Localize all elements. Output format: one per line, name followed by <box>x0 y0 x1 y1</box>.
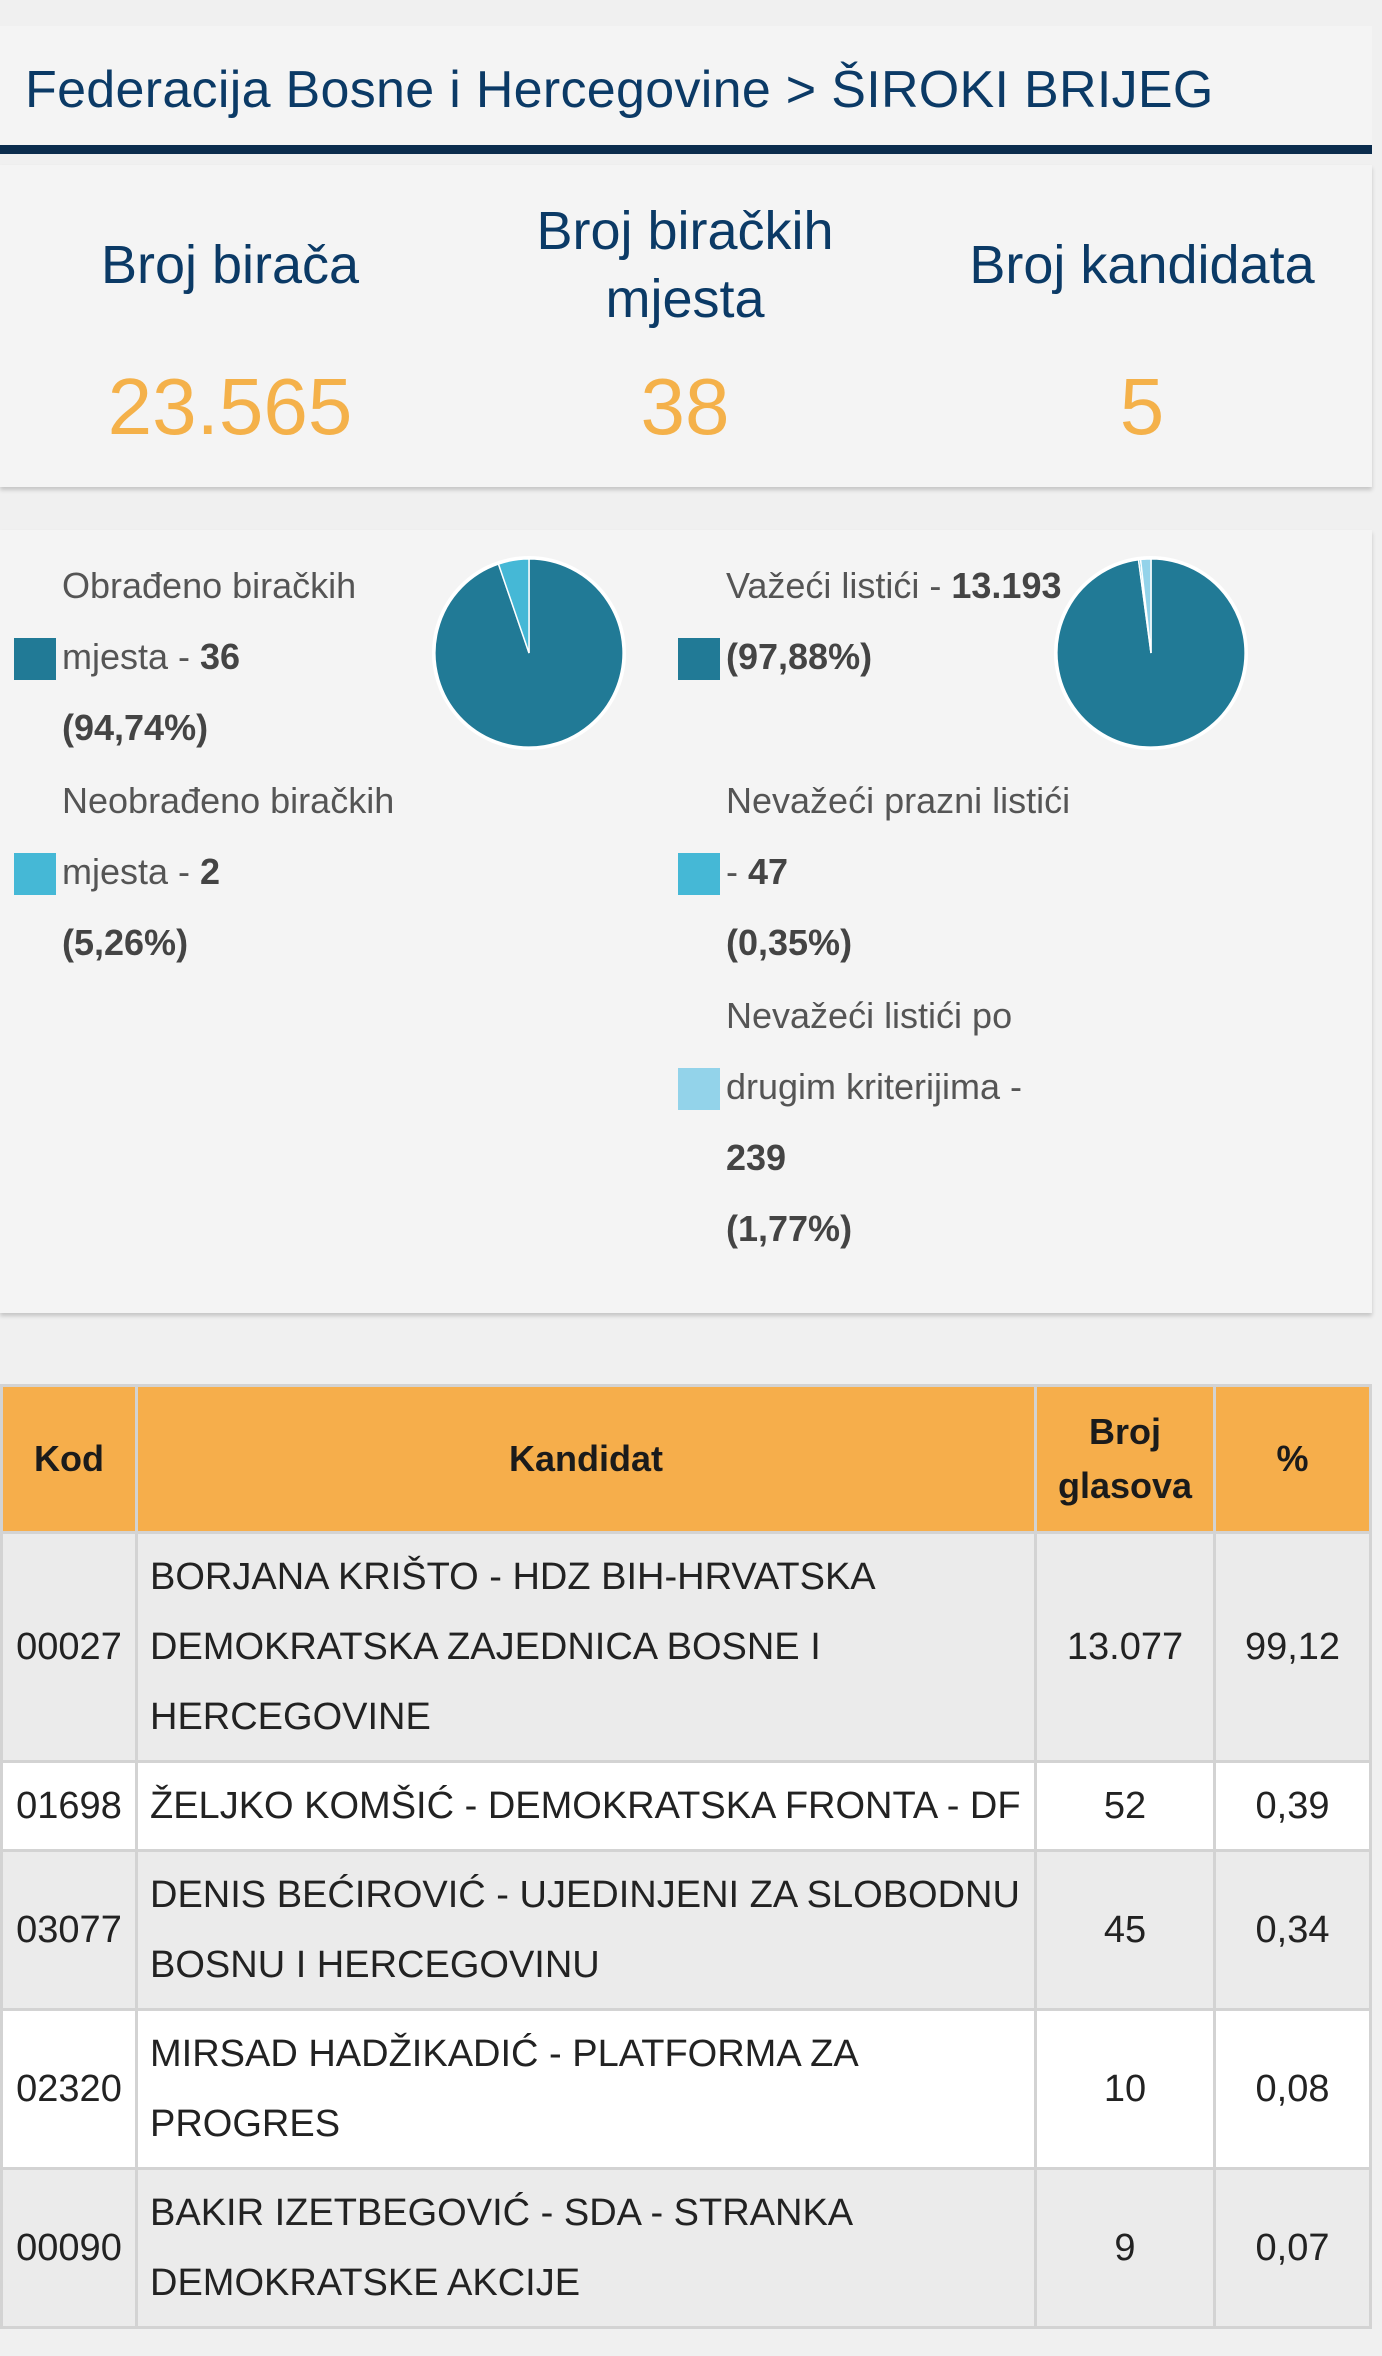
stat-value: 23.565 <box>107 362 353 451</box>
stat-candidates: Broj kandidata 5 <box>912 195 1372 457</box>
table-row[interactable]: 01698 ŽELJKO KOMŠIĆ - DEMOKRATSKA FRONTA… <box>0 1760 1372 1852</box>
legend-count: 2 <box>200 851 221 892</box>
cell-percent: 0,34 <box>1213 1849 1372 2011</box>
stat-label: Broj biračkih mjesta <box>536 201 834 329</box>
stat-value: 5 <box>1119 362 1165 451</box>
legend-item-processed: Obrađeno biračkih mjesta - 36 (94,74%) <box>14 550 414 763</box>
cell-candidate: BORJANA KRIŠTO - HDZ BIH-HRVATSKA DEMOKR… <box>135 1531 1037 1763</box>
cell-code: 01698 <box>0 1760 138 1852</box>
processing-pie-slice-1[interactable] <box>497 558 530 654</box>
legend-count: 239 <box>726 1137 787 1178</box>
processing-legend: Obrađeno biračkih mjesta - 36 (94,74%) Ne… <box>14 550 414 978</box>
stats-panel: Broj birača 23.565 Broj biračkih mjesta … <box>0 165 1372 487</box>
column-header-votes[interactable]: Broj glasova <box>1034 1384 1216 1534</box>
ballots-legend: Važeći listići - 13.193 (97,88%) Nevažeći… <box>678 550 1078 1264</box>
table-header-row: Kod Kandidat Broj glasova % <box>0 1384 1372 1534</box>
cell-votes: 13.077 <box>1034 1531 1216 1763</box>
legend-item-other-invalid: Nevažeći listići po drugim kriterijima -… <box>678 980 1078 1264</box>
processing-pie-chart <box>431 555 627 751</box>
table-row[interactable]: 03077 DENIS BEĆIROVIĆ - UJEDINJENI ZA SL… <box>0 1849 1372 2011</box>
legend-swatch <box>14 638 56 680</box>
legend-label: Obrađeno biračkih mjesta - <box>62 565 357 677</box>
cell-candidate: BAKIR IZETBEGOVIĆ - SDA - STRANKA DEMOKR… <box>135 2167 1037 2329</box>
cell-votes: 10 <box>1034 2008 1216 2170</box>
legend-item-unprocessed: Neobrađeno biračkih mjesta - 2 (5,26%) <box>14 765 414 978</box>
cell-code: 02320 <box>0 2008 138 2170</box>
legend-label: Važeći listići - <box>726 565 952 606</box>
cell-candidate: ŽELJKO KOMŠIĆ - DEMOKRATSKA FRONTA - DF <box>135 1760 1037 1852</box>
results-table: Kod Kandidat Broj glasova % 00027 BORJAN… <box>0 1384 1372 2329</box>
cell-code: 03077 <box>0 1849 138 2011</box>
legend-percent: (1,77%) <box>726 1208 853 1249</box>
processing-panel: Obrađeno biračkih mjesta - 36 (94,74%) Ne… <box>0 530 1372 1313</box>
ballots-pie-chart <box>1053 555 1249 751</box>
cell-percent: 0,08 <box>1213 2008 1372 2170</box>
cell-percent: 99,12 <box>1213 1531 1372 1763</box>
cell-percent: 0,39 <box>1213 1760 1372 1852</box>
cell-percent: 0,07 <box>1213 2167 1372 2329</box>
legend-count: 36 <box>200 636 241 677</box>
stat-label: Broj birača <box>100 235 360 295</box>
table-row[interactable]: 00027 BORJANA KRIŠTO - HDZ BIH-HRVATSKA … <box>0 1531 1372 1763</box>
column-header-code[interactable]: Kod <box>0 1384 138 1534</box>
legend-swatch <box>14 853 56 895</box>
legend-item-blank: Nevažeći prazni listići - 47 (0,35%) <box>678 765 1078 978</box>
column-header-candidate[interactable]: Kandidat <box>135 1384 1037 1534</box>
legend-swatch <box>678 853 720 895</box>
breadcrumb[interactable]: Federacija Bosne i Hercegovine > ŠIROKI … <box>25 61 1214 119</box>
legend-label: Nevažeći listići po drugim kriterijima - <box>726 995 1023 1107</box>
column-header-percent[interactable]: % <box>1213 1384 1372 1534</box>
breadcrumb-header: Federacija Bosne i Hercegovine > ŠIROKI … <box>0 26 1372 154</box>
cell-votes: 9 <box>1034 2167 1216 2329</box>
stat-label: Broj kandidata <box>969 235 1315 295</box>
legend-label: Nevažeći prazni listići - <box>726 780 1071 892</box>
legend-label: Neobrađeno biračkih mjesta - <box>62 780 395 892</box>
table-row[interactable]: 00090 BAKIR IZETBEGOVIĆ - SDA - STRANKA … <box>0 2167 1372 2329</box>
legend-percent: (0,35%) <box>726 922 853 963</box>
legend-count: 13.193 <box>951 565 1062 606</box>
cell-votes: 45 <box>1034 1849 1216 2011</box>
cell-candidate: DENIS BEĆIROVIĆ - UJEDINJENI ZA SLOBODNU… <box>135 1849 1037 2011</box>
legend-swatch <box>678 1068 720 1110</box>
legend-count: 47 <box>748 851 789 892</box>
legend-percent: (97,88%) <box>726 636 873 677</box>
table-row[interactable]: 02320 MIRSAD HADŽIKADIĆ - PLATFORMA ZA P… <box>0 2008 1372 2170</box>
legend-item-valid: Važeći listići - 13.193 (97,88%) <box>678 550 1078 763</box>
cell-code: 00090 <box>0 2167 138 2329</box>
stat-voters: Broj birača 23.565 <box>0 195 460 457</box>
legend-swatch <box>678 638 720 680</box>
legend-percent: (94,74%) <box>62 707 209 748</box>
legend-percent: (5,26%) <box>62 922 189 963</box>
cell-candidate: MIRSAD HADŽIKADIĆ - PLATFORMA ZA PROGRES <box>135 2008 1037 2170</box>
stat-polling-stations: Broj biračkih mjesta 38 <box>455 195 915 457</box>
cell-code: 00027 <box>0 1531 138 1763</box>
ballots-pie-slice-2[interactable] <box>1139 558 1152 654</box>
cell-votes: 52 <box>1034 1760 1216 1852</box>
stat-value: 38 <box>640 362 730 451</box>
